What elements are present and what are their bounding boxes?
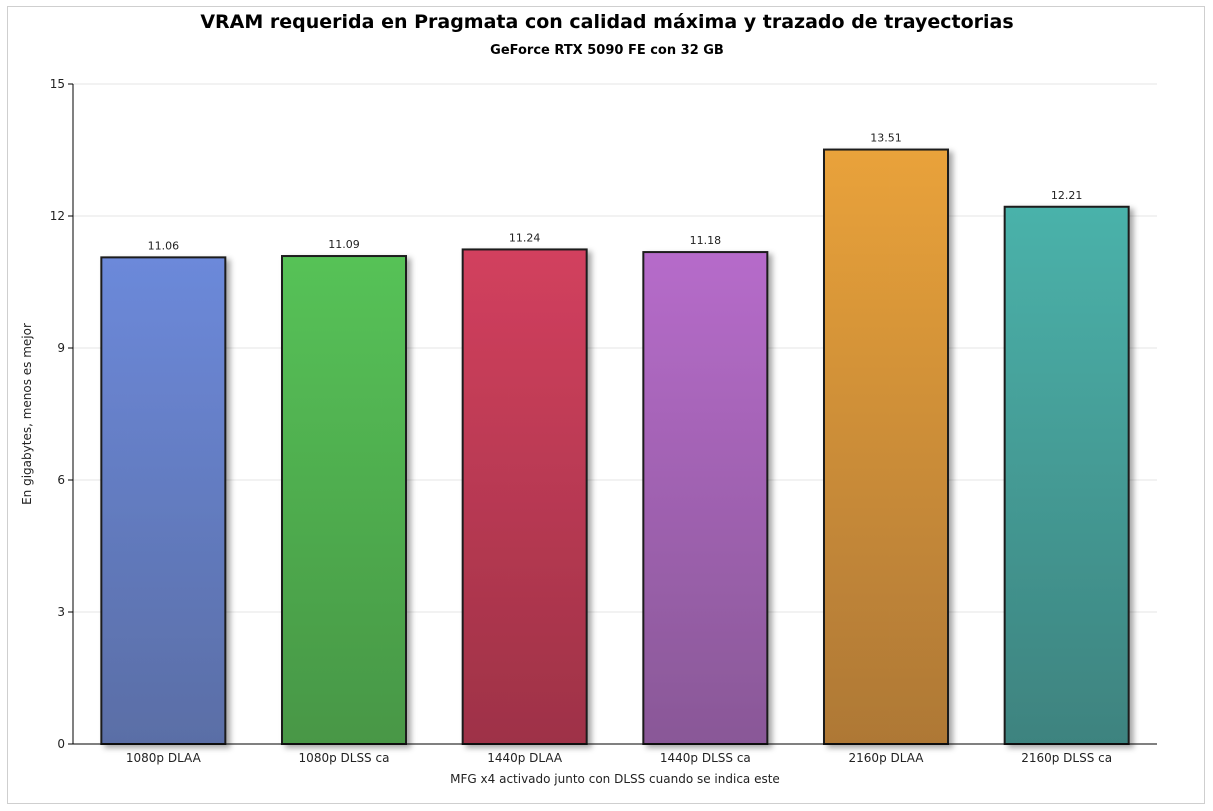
x-tick-label: 2160p DLSS ca [1021,751,1112,765]
x-tick-label: 2160p DLAA [849,751,925,765]
data-label: 11.06 [148,239,180,252]
y-axis-label: En gigabytes, menos es mejor [20,323,34,505]
bar [281,255,407,745]
bar [100,256,227,745]
y-tick-label: 3 [57,605,65,619]
chart-frame [7,6,1205,804]
y-tick-label: 6 [57,473,65,487]
x-tick-label: 1440p DLSS ca [660,751,751,765]
bar [642,251,769,746]
x-tick-label: 1440p DLAA [487,751,563,765]
y-tick-label: 15 [50,77,65,91]
data-label: 11.24 [509,231,541,244]
x-tick-label: 1080p DLSS ca [299,751,390,765]
data-label: 11.18 [690,234,722,247]
x-axis-label: MFG x4 activado junto con DLSS cuando se… [450,772,780,786]
y-tick-label: 12 [50,209,65,223]
chart-subtitle: GeForce RTX 5090 FE con 32 GB [490,43,724,58]
y-tick-label: 9 [57,341,65,355]
bar [461,248,588,745]
y-tick-label: 0 [57,737,65,751]
x-tick-label: 1080p DLAA [126,751,202,765]
data-label: 12.21 [1051,189,1083,202]
chart-title: VRAM requerida en Pragmata con calidad m… [200,11,1013,33]
bar [823,148,949,745]
data-label: 11.09 [328,238,360,251]
bar [1003,205,1130,745]
data-label: 13.51 [870,132,902,145]
